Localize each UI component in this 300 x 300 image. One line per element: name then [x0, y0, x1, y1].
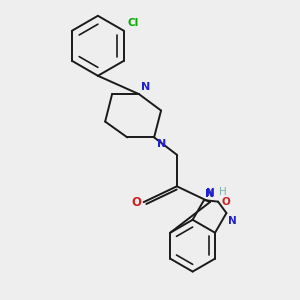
Text: N: N	[142, 82, 151, 92]
Text: O: O	[222, 196, 231, 207]
Text: N: N	[206, 188, 214, 198]
Text: H: H	[220, 188, 227, 197]
Text: N: N	[228, 216, 237, 226]
Text: O: O	[131, 196, 141, 208]
Text: Cl: Cl	[128, 18, 139, 28]
Text: N: N	[206, 189, 214, 199]
Text: N: N	[157, 139, 166, 149]
